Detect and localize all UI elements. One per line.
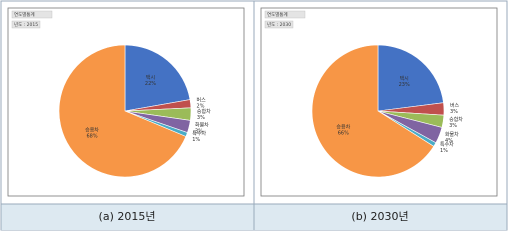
slice-category: 버스 bbox=[450, 102, 460, 109]
pie-slice bbox=[377, 44, 444, 112]
caption: (a) 2015년 bbox=[99, 210, 156, 223]
panel-title: 연도별통계 bbox=[14, 11, 35, 18]
slice-label: 2% bbox=[197, 104, 205, 110]
slice-category: 특수차 bbox=[192, 130, 206, 137]
slice-label: 3% bbox=[450, 109, 458, 115]
slice-category: 택시 bbox=[146, 74, 155, 81]
pie-slice bbox=[311, 44, 435, 178]
panel-tag bbox=[264, 10, 306, 19]
panel-tag bbox=[11, 10, 53, 19]
filter-label: 년도 : 2015 bbox=[14, 21, 38, 28]
slice-label: 4% bbox=[445, 138, 453, 144]
slice-label: 1% bbox=[192, 137, 200, 143]
filter-label: 년도 : 2030 bbox=[267, 21, 291, 28]
caption: (b) 2030년 bbox=[351, 210, 408, 223]
slice-category: 버스 bbox=[197, 97, 207, 104]
slice-label: 68% bbox=[86, 133, 97, 139]
pie-slice bbox=[124, 44, 191, 112]
filter-tag bbox=[264, 20, 294, 29]
pie-slice bbox=[58, 44, 187, 178]
slice-label: 66% bbox=[338, 131, 349, 137]
slice-category: 승용차 bbox=[336, 124, 350, 131]
slice-label: 22% bbox=[145, 81, 156, 87]
slice-category: 승합차 bbox=[197, 108, 211, 115]
slice-category: 특수차 bbox=[440, 141, 454, 148]
filter-tag bbox=[11, 20, 41, 29]
slice-label: 3% bbox=[195, 128, 203, 134]
slice-label: 1% bbox=[440, 148, 448, 154]
slice-category: 승용차 bbox=[85, 126, 99, 133]
slice-label: 23% bbox=[399, 82, 410, 88]
slice-category: 화물차 bbox=[445, 131, 459, 138]
panel-title: 연도별통계 bbox=[267, 11, 288, 18]
slice-category: 화물차 bbox=[195, 121, 209, 128]
slice-category: 택시 bbox=[400, 75, 409, 82]
slice-label: 3% bbox=[449, 123, 457, 129]
slice-label: 3% bbox=[197, 115, 205, 121]
slice-category: 승합차 bbox=[449, 116, 463, 123]
